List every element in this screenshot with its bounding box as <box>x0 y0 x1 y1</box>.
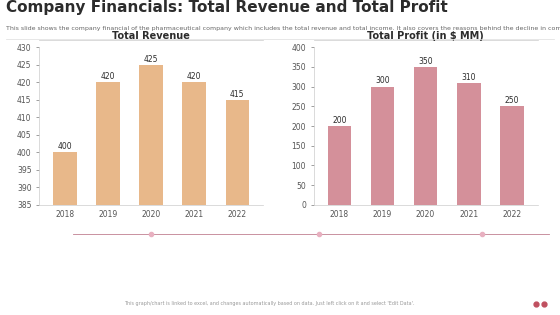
Text: 310: 310 <box>461 72 476 82</box>
Bar <box>53 152 77 315</box>
Text: 415: 415 <box>230 90 245 99</box>
Text: Company Financials: Total Revenue and Total Profit: Company Financials: Total Revenue and To… <box>6 0 447 15</box>
Text: 200: 200 <box>332 116 347 125</box>
Bar <box>414 67 437 205</box>
Text: 400: 400 <box>58 142 72 151</box>
Text: 350: 350 <box>418 57 433 66</box>
Text: Key Intakes: Key Intakes <box>0 232 40 241</box>
Bar <box>500 106 524 205</box>
Bar <box>328 126 351 205</box>
Text: This slide shows the pharmaceutical
company financials which is declining
contin: This slide shows the pharmaceutical comp… <box>90 242 200 261</box>
Text: This graph/chart is linked to excel, and changes automatically based on data. Ju: This graph/chart is linked to excel, and… <box>124 301 414 306</box>
Text: This slide shows the company financial of the pharmaceutical company which inclu: This slide shows the company financial o… <box>6 26 560 32</box>
Title: Total Profit (in $ MM): Total Profit (in $ MM) <box>367 31 484 41</box>
Bar <box>457 83 480 205</box>
Text: 250: 250 <box>505 96 519 105</box>
Text: 425: 425 <box>144 55 158 64</box>
Title: Total Revenue: Total Revenue <box>112 31 190 41</box>
Text: 420: 420 <box>187 72 202 81</box>
Text: ♡: ♡ <box>7 214 13 220</box>
Text: Add text here: Add text here <box>426 242 461 247</box>
Text: 300: 300 <box>375 77 390 85</box>
Bar <box>371 87 394 205</box>
Bar <box>96 82 120 315</box>
Text: 420: 420 <box>101 72 115 81</box>
Bar <box>183 82 206 315</box>
Bar <box>226 100 249 315</box>
Bar <box>139 65 163 315</box>
Text: The main reasons behind this decline was
lack of focus on patients demand, probl: The main reasons behind this decline was… <box>258 242 378 261</box>
